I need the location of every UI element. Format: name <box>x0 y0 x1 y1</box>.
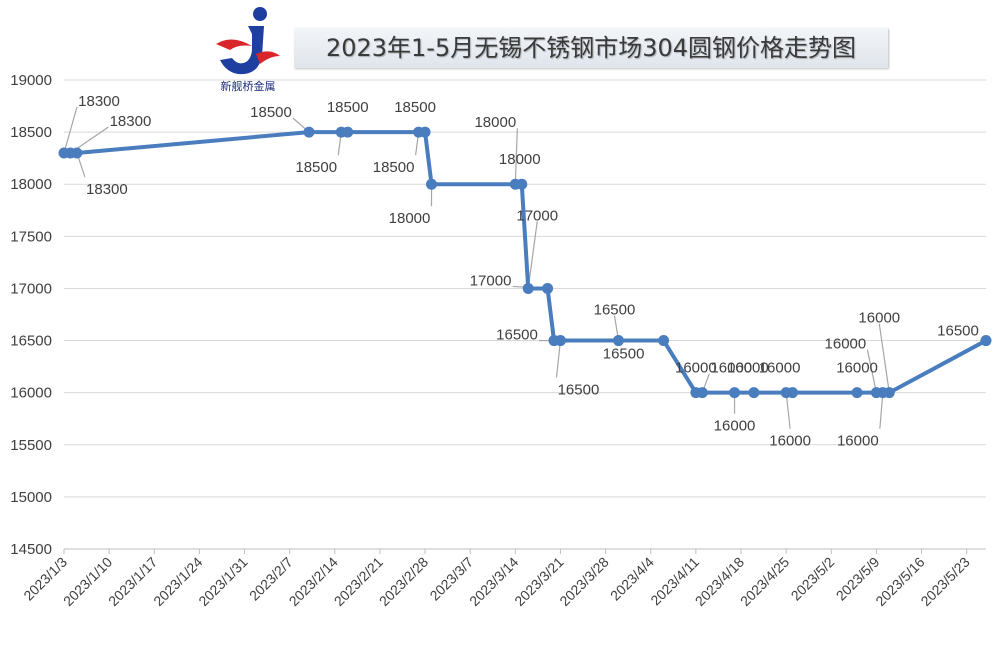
data-point-marker <box>658 335 670 347</box>
label-leader-line <box>878 323 890 393</box>
data-point-marker <box>522 282 534 294</box>
series-line <box>64 130 987 395</box>
x-axis: 2023/1/32023/1/102023/1/172023/1/242023/… <box>20 548 986 610</box>
data-point-marker <box>419 126 431 138</box>
data-label: 18500 <box>373 159 415 176</box>
data-label: 18000 <box>389 210 431 227</box>
y-tick-label: 16500 <box>10 333 52 350</box>
data-point-marker <box>542 282 554 294</box>
y-tick-label: 15500 <box>10 437 52 454</box>
y-axis: 14500 15000 15500 16000 16500 17000 17500 18000… <box>10 72 52 558</box>
data-point-marker <box>426 178 438 190</box>
data-point-marker <box>883 387 895 399</box>
company-logo <box>216 7 280 75</box>
y-tick-label: 16000 <box>10 385 52 402</box>
label-leader-line <box>785 392 791 429</box>
data-label: 16000 <box>675 360 717 377</box>
data-label: 18500 <box>394 99 436 116</box>
data-label: 18300 <box>86 181 128 198</box>
data-point-marker <box>696 387 708 399</box>
data-label: 17000 <box>516 207 558 224</box>
data-point-marker <box>787 387 799 399</box>
y-tick-label: 14500 <box>10 541 52 558</box>
data-label: 18500 <box>327 99 369 116</box>
data-label: 16000 <box>825 336 867 353</box>
data-label: 18000 <box>499 151 541 168</box>
data-label: 16000 <box>858 310 900 327</box>
data-label: 16000 <box>837 433 879 450</box>
label-leader-line <box>555 340 562 378</box>
data-label: 16500 <box>594 302 636 319</box>
data-label: 17000 <box>470 272 512 289</box>
x-tick-label: 2023/3/28 <box>556 554 612 610</box>
x-tick-label: 2023/2/28 <box>376 554 432 610</box>
x-tick-label: 2023/5/23 <box>917 554 973 610</box>
data-point-marker <box>554 335 566 347</box>
label-leader-lines <box>63 106 890 429</box>
x-tick-label: 2023/5/2 <box>788 554 838 604</box>
data-label: 16000 <box>714 418 756 435</box>
data-point-marker <box>71 147 83 159</box>
x-tick-label: 2023/1/31 <box>195 554 251 610</box>
data-label: 16500 <box>558 382 600 399</box>
chart-title-box: 2023年1-5月无锡不锈钢市场304圆钢价格走势图 <box>294 28 888 68</box>
data-label: 16000 <box>727 360 769 377</box>
data-point-marker <box>342 126 354 138</box>
y-tick-label: 17500 <box>10 228 52 245</box>
y-tick-label: 17000 <box>10 280 52 297</box>
data-label: 16000 <box>759 360 801 377</box>
data-point-marker <box>516 178 528 190</box>
label-leader-line <box>879 392 884 429</box>
series-line-group <box>58 126 992 399</box>
data-label: 18000 <box>474 114 516 131</box>
data-label: 18500 <box>250 104 292 121</box>
x-tick-label: 2023/4/25 <box>737 554 793 610</box>
data-label: 16000 <box>710 360 752 377</box>
y-tick-label: 19000 <box>10 72 52 89</box>
chart-title: 2023年1-5月无锡不锈钢市场304圆钢价格走势图 <box>325 34 857 62</box>
data-label: 16500 <box>496 327 538 344</box>
data-point-marker <box>729 387 741 399</box>
data-point-marker <box>851 387 863 399</box>
data-label: 18300 <box>78 93 120 110</box>
data-point-marker <box>612 335 624 347</box>
data-point-marker <box>303 126 315 138</box>
data-label: 16500 <box>937 323 979 340</box>
data-point-marker <box>980 335 992 347</box>
y-tick-label: 15000 <box>10 489 52 506</box>
y-tick-label: 18000 <box>10 176 52 193</box>
data-label: 16000 <box>836 360 878 377</box>
data-label-group: 18300 18300 18300 18500 18500 18500 18500 18500… <box>78 93 979 450</box>
label-leader-line <box>527 221 538 289</box>
logo-caption: 新舰桥金属 <box>220 80 276 93</box>
y-tick-label: 18500 <box>10 124 52 141</box>
label-leader-line <box>866 349 877 393</box>
data-label: 18500 <box>295 159 337 176</box>
data-label: 16500 <box>603 346 645 363</box>
data-label: 18300 <box>110 113 152 130</box>
data-point-marker <box>748 387 760 399</box>
label-leader-line <box>514 128 518 185</box>
data-label: 16000 <box>769 433 811 450</box>
label-leader-line <box>63 106 78 154</box>
